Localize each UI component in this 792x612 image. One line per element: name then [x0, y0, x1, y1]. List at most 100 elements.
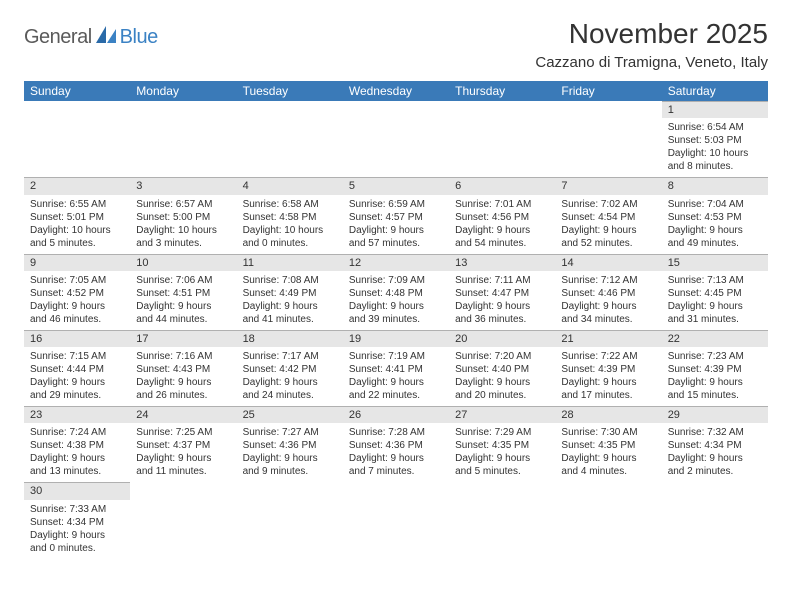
logo-text-blue: Blue — [120, 26, 158, 49]
daynum-row: 5 — [343, 177, 449, 195]
sunset-line: Sunset: 5:00 PM — [136, 211, 230, 224]
sunrise-line: Sunrise: 7:23 AM — [668, 350, 762, 363]
sunrise-line: Sunrise: 7:29 AM — [455, 426, 549, 439]
cell-content: Sunrise: 7:13 AMSunset: 4:45 PMDaylight:… — [662, 272, 768, 330]
daynum-row: 18 — [237, 330, 343, 348]
calendar-cell — [555, 101, 661, 177]
daynum-row: 24 — [130, 406, 236, 424]
daylight-line-2: and 0 minutes. — [243, 237, 337, 250]
daylight-line-1: Daylight: 9 hours — [455, 452, 549, 465]
daylight-line-1: Daylight: 9 hours — [668, 300, 762, 313]
day-number: 29 — [668, 409, 680, 421]
sunset-line: Sunset: 4:42 PM — [243, 363, 337, 376]
sunset-line: Sunset: 4:58 PM — [243, 211, 337, 224]
sunset-line: Sunset: 4:34 PM — [668, 439, 762, 452]
daylight-line-1: Daylight: 9 hours — [561, 300, 655, 313]
sunrise-line: Sunrise: 6:57 AM — [136, 198, 230, 211]
calendar-cell: 14Sunrise: 7:12 AMSunset: 4:46 PMDayligh… — [555, 254, 661, 330]
day-number: 5 — [349, 180, 355, 192]
day-number: 2 — [30, 180, 36, 192]
cell-content: Sunrise: 7:25 AMSunset: 4:37 PMDaylight:… — [130, 424, 236, 482]
daylight-line-2: and 29 minutes. — [30, 389, 124, 402]
daylight-line-2: and 2 minutes. — [668, 465, 762, 478]
calendar-cell — [449, 101, 555, 177]
sunset-line: Sunset: 4:46 PM — [561, 287, 655, 300]
calendar-row: 2Sunrise: 6:55 AMSunset: 5:01 PMDaylight… — [24, 177, 768, 253]
day-number: 30 — [30, 485, 42, 497]
day-number: 17 — [136, 333, 148, 345]
cell-content: Sunrise: 7:15 AMSunset: 4:44 PMDaylight:… — [24, 348, 130, 406]
sunrise-line: Sunrise: 7:22 AM — [561, 350, 655, 363]
weekday-header: Tuesday — [237, 81, 343, 101]
daylight-line-1: Daylight: 9 hours — [349, 452, 443, 465]
sunrise-line: Sunrise: 7:05 AM — [30, 274, 124, 287]
daylight-line-2: and 17 minutes. — [561, 389, 655, 402]
daynum-row: 11 — [237, 254, 343, 272]
sunrise-line: Sunrise: 6:54 AM — [668, 121, 762, 134]
sunrise-line: Sunrise: 7:24 AM — [30, 426, 124, 439]
day-number: 15 — [668, 257, 680, 269]
calendar-row: 30 Sunrise: 7:33 AMSunset: 4:34 PMDayligh… — [24, 482, 768, 558]
daylight-line-2: and 54 minutes. — [455, 237, 549, 250]
sunrise-line: Sunrise: 7:02 AM — [561, 198, 655, 211]
calendar-cell: 30 Sunrise: 7:33 AMSunset: 4:34 PMDayligh… — [24, 482, 130, 558]
day-number: 12 — [349, 257, 361, 269]
cell-content: Sunrise: 7:27 AMSunset: 4:36 PMDaylight:… — [237, 424, 343, 482]
calendar-cell — [343, 482, 449, 558]
sunset-line: Sunset: 4:39 PM — [561, 363, 655, 376]
daylight-line-2: and 22 minutes. — [349, 389, 443, 402]
calendar-cell: 22Sunrise: 7:23 AMSunset: 4:39 PMDayligh… — [662, 330, 768, 406]
daylight-line-2: and 8 minutes. — [668, 160, 762, 173]
daylight-line-2: and 41 minutes. — [243, 313, 337, 326]
sunset-line: Sunset: 4:45 PM — [668, 287, 762, 300]
daylight-line-1: Daylight: 9 hours — [30, 452, 124, 465]
sunset-line: Sunset: 4:54 PM — [561, 211, 655, 224]
daynum-row: 12 — [343, 254, 449, 272]
calendar-cell — [130, 482, 236, 558]
calendar-cell — [237, 101, 343, 177]
sunset-line: Sunset: 4:39 PM — [668, 363, 762, 376]
cell-content: Sunrise: 7:20 AMSunset: 4:40 PMDaylight:… — [449, 348, 555, 406]
calendar-cell: 18Sunrise: 7:17 AMSunset: 4:42 PMDayligh… — [237, 330, 343, 406]
weekday-header: Saturday — [662, 81, 768, 101]
day-number: 7 — [561, 180, 567, 192]
day-number: 16 — [30, 333, 42, 345]
calendar-cell: 7 Sunrise: 7:02 AMSunset: 4:54 PMDaylight… — [555, 177, 661, 253]
calendar-cell: 5Sunrise: 6:59 AMSunset: 4:57 PMDaylight… — [343, 177, 449, 253]
calendar-cell: 2Sunrise: 6:55 AMSunset: 5:01 PMDaylight… — [24, 177, 130, 253]
daynum-row: 20 — [449, 330, 555, 348]
daynum-row: 28 — [555, 406, 661, 424]
daylight-line-1: Daylight: 9 hours — [668, 224, 762, 237]
daynum-row: 15 — [662, 254, 768, 272]
sunset-line: Sunset: 4:35 PM — [561, 439, 655, 452]
calendar-cell: 27Sunrise: 7:29 AMSunset: 4:35 PMDayligh… — [449, 406, 555, 482]
cell-content: Sunrise: 7:30 AMSunset: 4:35 PMDaylight:… — [555, 424, 661, 482]
month-title: November 2025 — [535, 18, 768, 50]
day-number: 13 — [455, 257, 467, 269]
sunset-line: Sunset: 4:40 PM — [455, 363, 549, 376]
cell-content: Sunrise: 7:33 AMSunset: 4:34 PMDaylight:… — [24, 501, 130, 559]
calendar-cell — [343, 101, 449, 177]
daylight-line-2: and 5 minutes. — [30, 237, 124, 250]
cell-content: Sunrise: 6:54 AMSunset: 5:03 PMDaylight:… — [662, 119, 768, 177]
daylight-line-2: and 46 minutes. — [30, 313, 124, 326]
daynum-row: 2 — [24, 177, 130, 195]
daylight-line-1: Daylight: 9 hours — [136, 452, 230, 465]
sunrise-line: Sunrise: 7:30 AM — [561, 426, 655, 439]
sunset-line: Sunset: 4:44 PM — [30, 363, 124, 376]
sunrise-line: Sunrise: 7:20 AM — [455, 350, 549, 363]
daylight-line-2: and 44 minutes. — [136, 313, 230, 326]
sunrise-line: Sunrise: 6:58 AM — [243, 198, 337, 211]
day-number: 14 — [561, 257, 573, 269]
title-block: November 2025 Cazzano di Tramigna, Venet… — [535, 18, 768, 71]
calendar-row: 1Sunrise: 6:54 AMSunset: 5:03 PMDaylight… — [24, 101, 768, 177]
cell-content: Sunrise: 7:17 AMSunset: 4:42 PMDaylight:… — [237, 348, 343, 406]
daynum-row: 21 — [555, 330, 661, 348]
day-number: 3 — [136, 180, 142, 192]
cell-content: Sunrise: 7:02 AMSunset: 4:54 PMDaylight:… — [555, 196, 661, 254]
header: General Blue November 2025 Cazzano di Tr… — [24, 18, 768, 71]
sunrise-line: Sunrise: 6:55 AM — [30, 198, 124, 211]
location: Cazzano di Tramigna, Veneto, Italy — [535, 54, 768, 71]
cell-content: Sunrise: 7:04 AMSunset: 4:53 PMDaylight:… — [662, 196, 768, 254]
sunrise-line: Sunrise: 7:04 AM — [668, 198, 762, 211]
